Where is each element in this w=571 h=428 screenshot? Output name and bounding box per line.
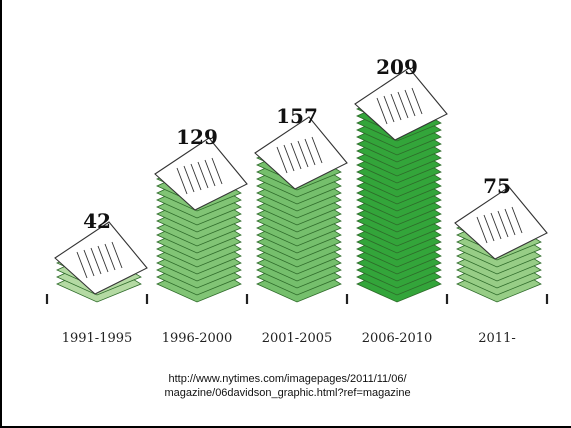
paper-text-line: [476, 216, 488, 244]
paper-text-line: [90, 247, 102, 275]
paper-text-line: [511, 206, 523, 234]
source-url-line-2: magazine/06davidson_graphic.html?ref=mag…: [164, 387, 411, 399]
source-citation: http://www.nytimes.com/imagepages/2011/1…: [2, 372, 571, 400]
paper-text-line: [504, 208, 516, 236]
paper-text-line: [290, 142, 302, 170]
paper-text-line: [97, 245, 109, 273]
paper-text-line: [190, 163, 202, 191]
paper-stack-bar: [454, 186, 548, 303]
paper-text-line: [176, 167, 188, 195]
paper-text-line: [497, 210, 509, 238]
paper-text-line: [111, 241, 123, 269]
data-label: 209: [376, 55, 418, 79]
paper-text-line: [490, 212, 502, 240]
data-label: 129: [176, 125, 218, 149]
paper-text-line: [183, 165, 195, 193]
x-tick-label: 1991-1995: [62, 331, 133, 346]
data-label: 157: [276, 104, 318, 128]
paper-top-sheet: [54, 221, 148, 295]
paper-top-sheet: [254, 116, 348, 190]
paper-top-sheet: [354, 67, 448, 141]
source-url-line-1: http://www.nytimes.com/imagepages/2011/1…: [168, 373, 407, 385]
paper-stack-bar: [354, 67, 448, 303]
data-label: 75: [483, 174, 511, 198]
data-label: 42: [83, 209, 111, 233]
paper-text-line: [383, 95, 395, 123]
paper-top-sheet: [454, 186, 548, 260]
paper-text-line: [197, 161, 209, 189]
paper-text-line: [376, 97, 388, 125]
paper-text-line: [76, 251, 88, 279]
paper-text-line: [411, 87, 423, 115]
x-tick-label: 2011-: [478, 331, 515, 346]
paper-text-line: [283, 144, 295, 172]
paper-text-line: [83, 249, 95, 277]
paper-top-sheet: [154, 137, 248, 211]
paper-text-line: [304, 138, 316, 166]
paper-text-line: [204, 159, 216, 187]
paper-text-line: [390, 93, 402, 121]
x-tick-label: 2006-2010: [362, 331, 433, 346]
paper-text-line: [404, 89, 416, 117]
paper-text-line: [297, 140, 309, 168]
paper-text-line: [276, 146, 288, 174]
paper-stack-bar: [154, 137, 248, 303]
x-tick-label: 2001-2005: [262, 331, 333, 346]
paper-text-line: [311, 136, 323, 164]
paper-stack-bar: [54, 221, 148, 303]
paper-text-line: [397, 91, 409, 119]
paper-text-line: [211, 157, 223, 185]
paper-text-line: [483, 214, 495, 242]
paper-stack-bar: [254, 116, 348, 303]
x-tick-label: 1996-2000: [162, 331, 233, 346]
paper-stack-chart: 42 1991-1995 129 1996-2000 157 2001-2005 209 20…: [45, 55, 549, 346]
paper-text-line: [104, 243, 116, 271]
